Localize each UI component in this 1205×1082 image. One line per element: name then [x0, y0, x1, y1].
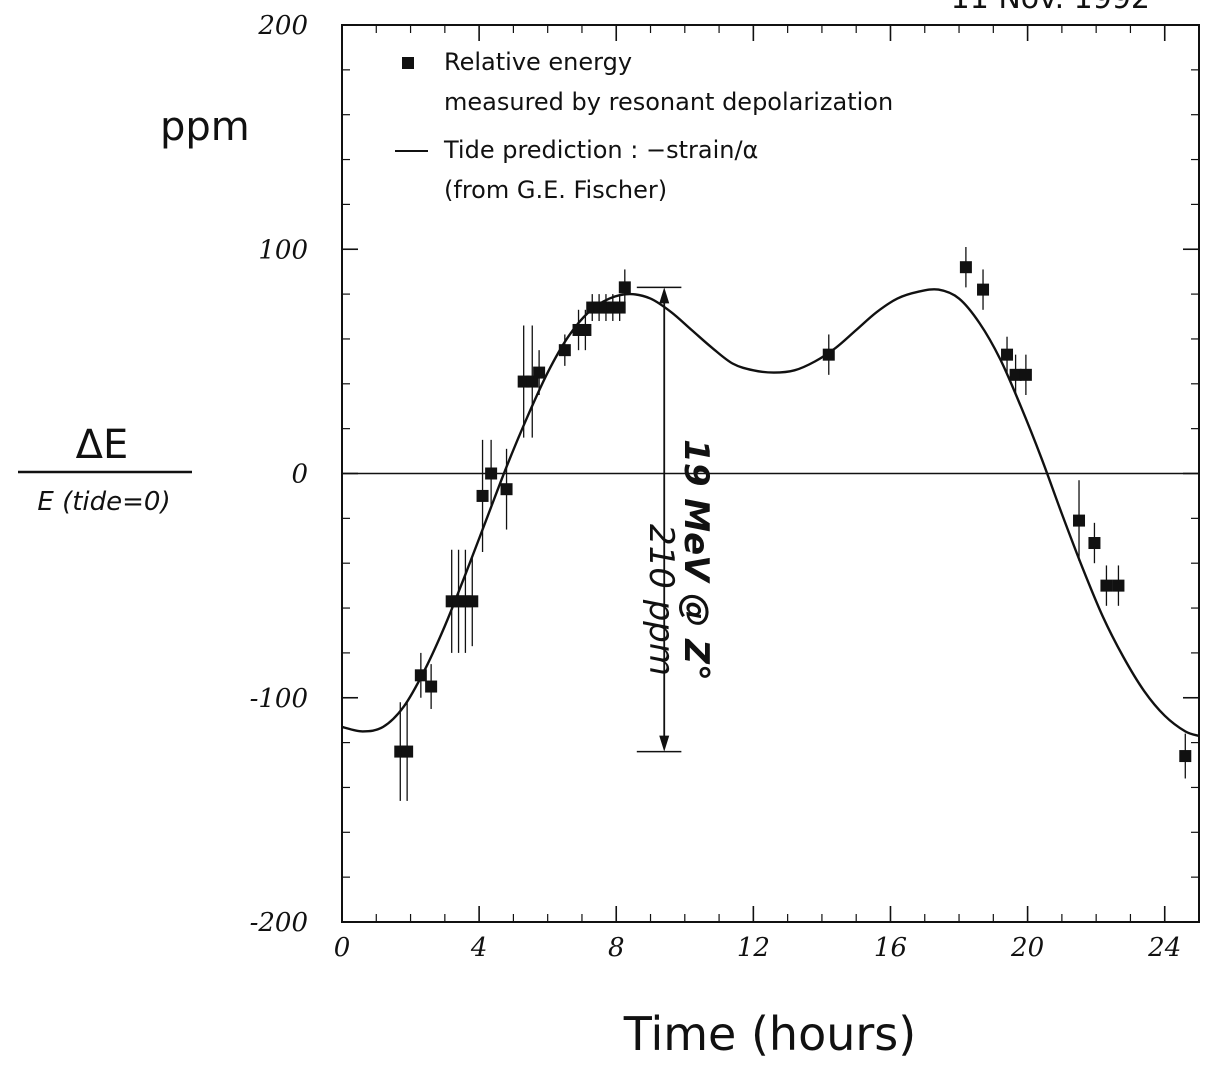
- span-arrow-head-bottom: [659, 735, 670, 752]
- span-ppm-label: 210 ppm: [641, 524, 681, 676]
- data-point: [1179, 750, 1192, 763]
- x-tick-labels: 0 4 8 12 16 20 24: [334, 933, 1182, 963]
- y-tick-label: 0: [291, 460, 308, 490]
- y-tick-label: 100: [258, 235, 308, 265]
- y-axis-label: ΔE E (tide=0): [18, 422, 192, 517]
- data-point: [1112, 579, 1125, 592]
- x-tick-label: 0: [334, 933, 351, 963]
- y-unit-label: ppm: [160, 104, 250, 150]
- legend-curve-line2: (from G.E. Fischer): [444, 176, 667, 204]
- legend-curve-line1: Tide prediction : −strain/α: [443, 136, 758, 164]
- x-tick-label: 24: [1147, 933, 1181, 963]
- minor-ticks: [342, 25, 1199, 922]
- data-point: [579, 323, 592, 336]
- y-tick-label: 200: [257, 11, 308, 41]
- legend: Relative energy measured by resonant dep…: [395, 48, 893, 204]
- legend-point-marker: [402, 57, 414, 69]
- y-tick-labels: -200 -100 0 100 200: [250, 11, 308, 938]
- legend-points-line1: Relative energy: [444, 48, 632, 76]
- x-tick-label: 20: [1010, 933, 1044, 963]
- span-energy-label: 19 MeV @ Z°: [676, 439, 716, 681]
- y-label-denominator: E (tide=0): [37, 487, 170, 517]
- x-tick-label: 4: [470, 933, 488, 963]
- data-point: [1073, 514, 1086, 527]
- data-points: [394, 247, 1192, 801]
- data-point: [613, 301, 626, 314]
- data-point: [1001, 348, 1014, 361]
- data-point: [466, 595, 479, 608]
- x-axis-label: Time (hours): [623, 1007, 916, 1061]
- x-tick-label: 8: [608, 933, 625, 963]
- data-point: [959, 261, 972, 274]
- data-point: [1009, 368, 1022, 381]
- data-point: [476, 489, 489, 502]
- legend-points-line2: measured by resonant depolarization: [444, 88, 893, 116]
- data-point: [558, 344, 571, 357]
- data-point: [1088, 537, 1101, 550]
- data-point: [485, 467, 498, 480]
- tide-prediction-curve: [341, 288, 1200, 738]
- data-point: [977, 283, 990, 296]
- x-tick-label: 12: [737, 933, 770, 963]
- data-point: [401, 745, 414, 758]
- y-tick-label: -200: [250, 908, 308, 938]
- data-point: [618, 281, 631, 294]
- date-text: 11 Nov. 1992: [951, 0, 1150, 16]
- data-point: [500, 483, 513, 496]
- data-point: [425, 680, 438, 693]
- data-point: [1019, 368, 1032, 381]
- y-tick-label: -100: [250, 684, 308, 714]
- y-label-numerator: ΔE: [76, 422, 129, 468]
- span-arrow-head-top: [659, 287, 670, 304]
- data-point: [414, 669, 427, 682]
- data-point: [1100, 579, 1113, 592]
- data-point: [822, 348, 835, 361]
- x-tick-label: 16: [874, 933, 907, 963]
- span-annotation: 210 ppm 19 MeV @ Z°: [636, 286, 716, 753]
- data-point: [533, 366, 546, 379]
